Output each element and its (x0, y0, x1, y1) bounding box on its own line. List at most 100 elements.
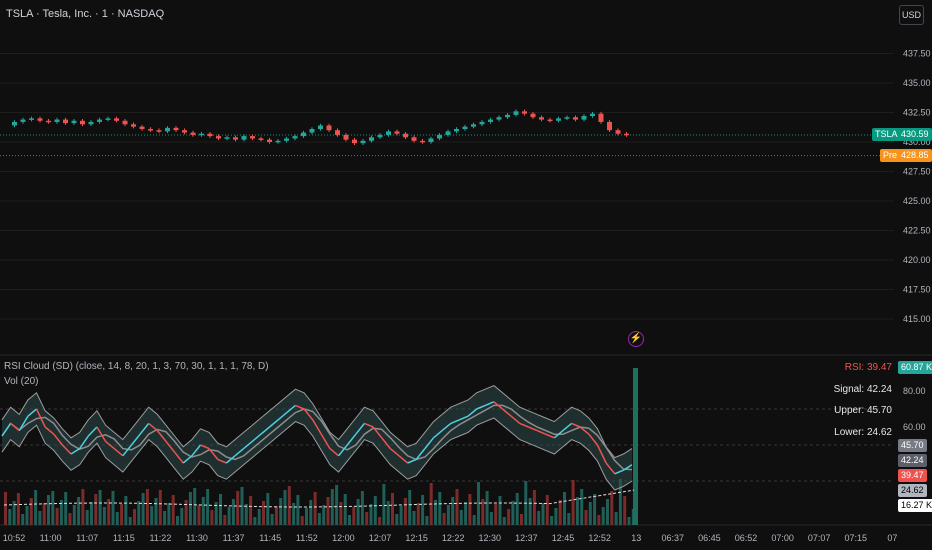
volume-bar (133, 509, 136, 525)
candle-body (275, 140, 281, 143)
volume-bar (141, 493, 145, 525)
rsi-line-segment (605, 462, 616, 475)
volume-bar (176, 516, 179, 525)
rsi-line-segment (234, 448, 245, 457)
volume-bar (214, 502, 218, 525)
rsi-line-segment (441, 422, 452, 432)
volume-bar (210, 510, 214, 525)
upper-value-label: Upper: 45.70 (834, 405, 892, 416)
candle-body (284, 138, 289, 141)
time-axis-label: 13 (631, 533, 641, 543)
volume-bar (231, 499, 235, 525)
candle-body (105, 118, 111, 120)
candle-body (114, 118, 119, 121)
volume-bar (274, 506, 278, 525)
rsi-upper-band (1, 385, 633, 459)
volume-bar (201, 497, 205, 525)
rsi-line-segment (545, 433, 555, 439)
candle-body (403, 133, 408, 138)
candle-body (29, 118, 34, 120)
volume-bar (279, 498, 283, 525)
volume-bar (352, 507, 356, 525)
candle-body (454, 129, 459, 132)
volume-bar (378, 517, 382, 525)
volume-bar (300, 516, 304, 525)
volume-bar (68, 513, 72, 525)
candle-body (318, 125, 323, 130)
rsi-line-segment (398, 455, 409, 464)
time-axis-label: 06:45 (698, 533, 721, 543)
rsi-line-segment (528, 426, 538, 432)
volume-bar (386, 501, 390, 525)
volume-bar (128, 517, 132, 525)
rsi-line-segment (553, 430, 564, 439)
candle-body (479, 121, 485, 125)
volume-bar (330, 489, 334, 525)
volume-bar (249, 496, 253, 525)
price-axis-label: 425.00 (903, 196, 931, 206)
rsi-lower-band (1, 417, 633, 491)
rsi-line-segment (484, 401, 495, 407)
candle-body (564, 117, 570, 119)
candle-body (590, 113, 595, 117)
candle-body (369, 137, 374, 141)
signal-badge: 42.24 (898, 454, 927, 467)
volume-title[interactable]: Vol (20) (4, 376, 39, 387)
candle-body (250, 136, 255, 139)
volume-bar (434, 500, 437, 525)
volume-ma-line (3, 489, 635, 508)
candle-body (343, 134, 349, 140)
rsi-line-segment (243, 440, 253, 450)
volume-bar (451, 497, 455, 525)
time-axis-label: 12:07 (369, 533, 392, 543)
signal-value-label: Signal: 42.24 (833, 384, 892, 395)
volume-bar (356, 499, 360, 525)
volume-bar (442, 513, 446, 525)
rsi-line-segment (61, 444, 72, 455)
volume-bar (485, 491, 489, 525)
candle-body (360, 140, 366, 144)
volume-bar (610, 491, 614, 525)
candle-body (97, 119, 102, 122)
volume-bar (193, 488, 197, 525)
candle-body (352, 139, 357, 144)
rsi-line-segment (295, 404, 305, 410)
volume-bar (618, 479, 622, 525)
volume-bar (326, 497, 330, 525)
candle-body (173, 127, 179, 131)
volume-bar (309, 500, 313, 525)
volume-bar (184, 500, 188, 525)
time-axis-label: 12:00 (332, 533, 355, 543)
lower-badge: 24.62 (898, 484, 927, 497)
rsi-line-segment (1, 422, 12, 437)
volume-bar (257, 509, 261, 525)
volume-bar (575, 497, 579, 525)
volume-bar (38, 511, 42, 525)
candle-body (428, 138, 434, 142)
volume-bar (287, 486, 291, 525)
volume-bar (472, 515, 476, 525)
time-axis-label: 06:37 (662, 533, 685, 543)
rsi-line-segment (571, 422, 581, 428)
volume-bar (25, 506, 29, 525)
volume-bar (283, 490, 287, 525)
currency-button[interactable]: USD (899, 5, 924, 25)
volume-bar (305, 508, 308, 525)
rsi-badge: 39.47 (898, 469, 927, 482)
candle-body (513, 111, 519, 115)
rsi-line-segment (18, 415, 29, 431)
volume-bar (77, 497, 81, 525)
candle-body (556, 118, 561, 121)
rsi-line-segment (105, 440, 115, 450)
indicator-title[interactable]: RSI Cloud (SD) (close, 14, 8, 20, 1, 3, … (4, 361, 269, 372)
time-axis-label: 11:30 (186, 533, 208, 543)
volume-bar (120, 504, 124, 525)
time-axis-label: 11:45 (259, 533, 281, 543)
volume-bar (507, 509, 511, 525)
volume-badge: 16.27 K (898, 499, 932, 512)
candle-body (530, 113, 536, 118)
lightning-icon[interactable]: ⚡ (628, 331, 644, 347)
volume-bar (532, 490, 536, 525)
volume-bar (51, 491, 55, 525)
